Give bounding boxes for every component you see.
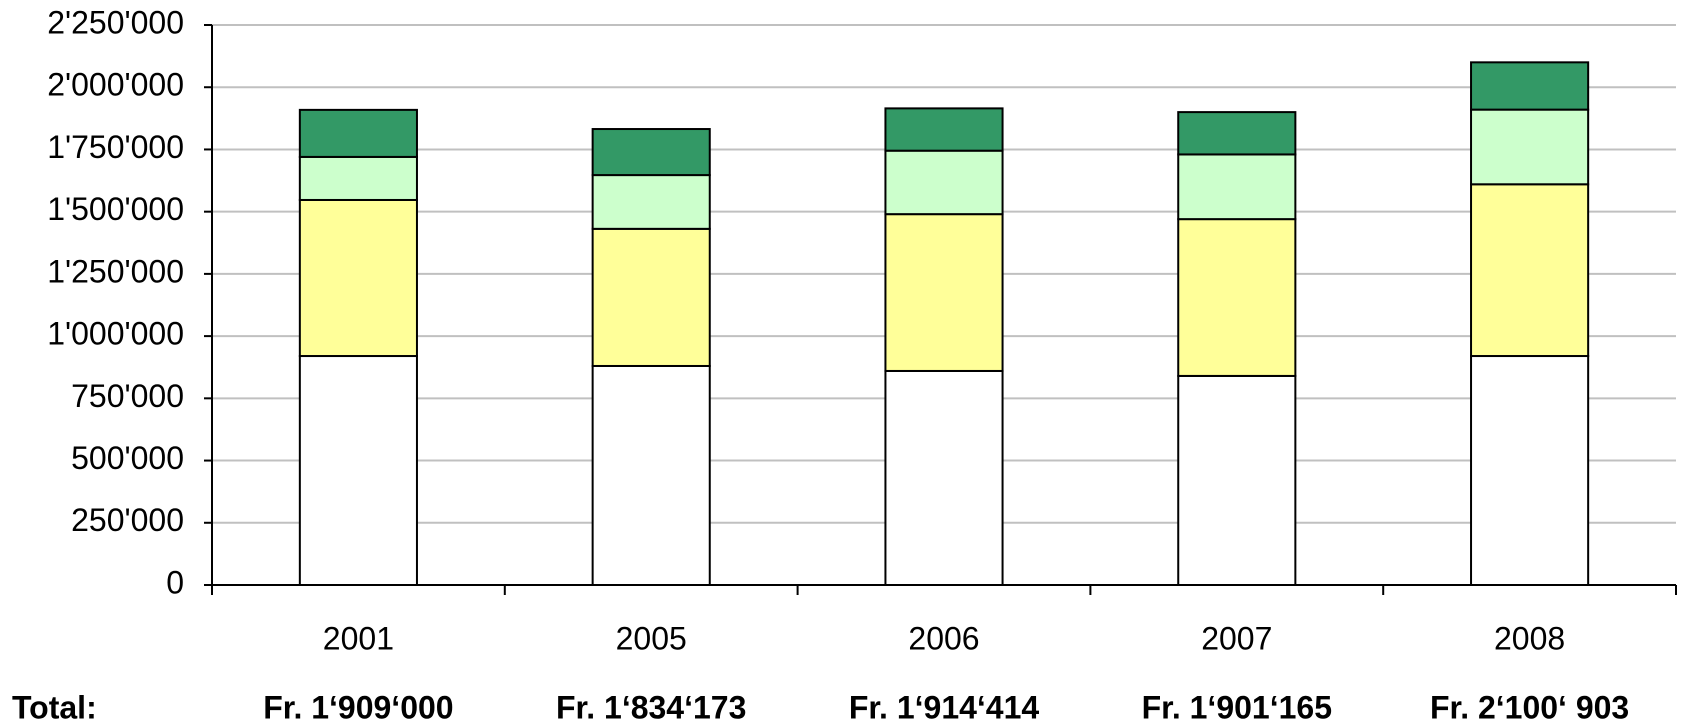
total-label: Fr. 1‘909‘000 bbox=[263, 689, 453, 725]
total-label: Fr. 2‘100‘ 903 bbox=[1430, 689, 1629, 725]
y-tick-label: 500'000 bbox=[71, 440, 184, 476]
bar-segment bbox=[1470, 355, 1590, 586]
y-tick-label: 1'000'000 bbox=[47, 316, 184, 352]
bar-segment bbox=[298, 108, 418, 158]
bar-segment bbox=[591, 227, 711, 367]
bar-segment bbox=[298, 198, 418, 358]
totals-label: Total: bbox=[12, 689, 97, 725]
bar-segment bbox=[884, 107, 1004, 152]
bar-segment bbox=[298, 155, 418, 201]
bar-segment bbox=[1177, 111, 1297, 156]
bar-segment bbox=[1470, 61, 1590, 111]
bar-segment bbox=[591, 364, 711, 586]
y-tick-label: 1'500'000 bbox=[47, 191, 184, 227]
total-label: Fr. 1‘914‘414 bbox=[849, 689, 1040, 725]
bar-segment bbox=[591, 128, 711, 177]
y-tick-label: 1'250'000 bbox=[47, 253, 184, 289]
y-tick-label: 250'000 bbox=[71, 502, 184, 538]
bar-segment bbox=[1177, 374, 1297, 586]
bar-segment bbox=[591, 174, 711, 230]
bar-segment bbox=[884, 369, 1004, 587]
y-tick-label: 2'250'000 bbox=[47, 4, 184, 40]
bar-segment bbox=[298, 355, 418, 586]
y-tick-label: 1'750'000 bbox=[47, 129, 184, 165]
y-tick-label: 750'000 bbox=[71, 378, 184, 414]
total-label: Fr. 1‘901‘165 bbox=[1142, 689, 1332, 725]
y-tick-label: 2'000'000 bbox=[47, 67, 184, 103]
x-tick-label: 2006 bbox=[908, 620, 979, 656]
x-tick-label: 2005 bbox=[616, 620, 687, 656]
bar-segment bbox=[1470, 108, 1590, 186]
x-tick-label: 2001 bbox=[323, 620, 394, 656]
bar-segment bbox=[1177, 153, 1297, 221]
bar-segment bbox=[884, 149, 1004, 216]
bar-segment bbox=[1470, 183, 1590, 358]
bar-segment bbox=[884, 213, 1004, 372]
y-tick-label: 0 bbox=[166, 564, 184, 600]
total-label: Fr. 1‘834‘173 bbox=[556, 689, 746, 725]
x-tick-label: 2007 bbox=[1201, 620, 1272, 656]
x-tick-label: 2008 bbox=[1494, 620, 1565, 656]
bar-segment bbox=[1177, 218, 1297, 377]
